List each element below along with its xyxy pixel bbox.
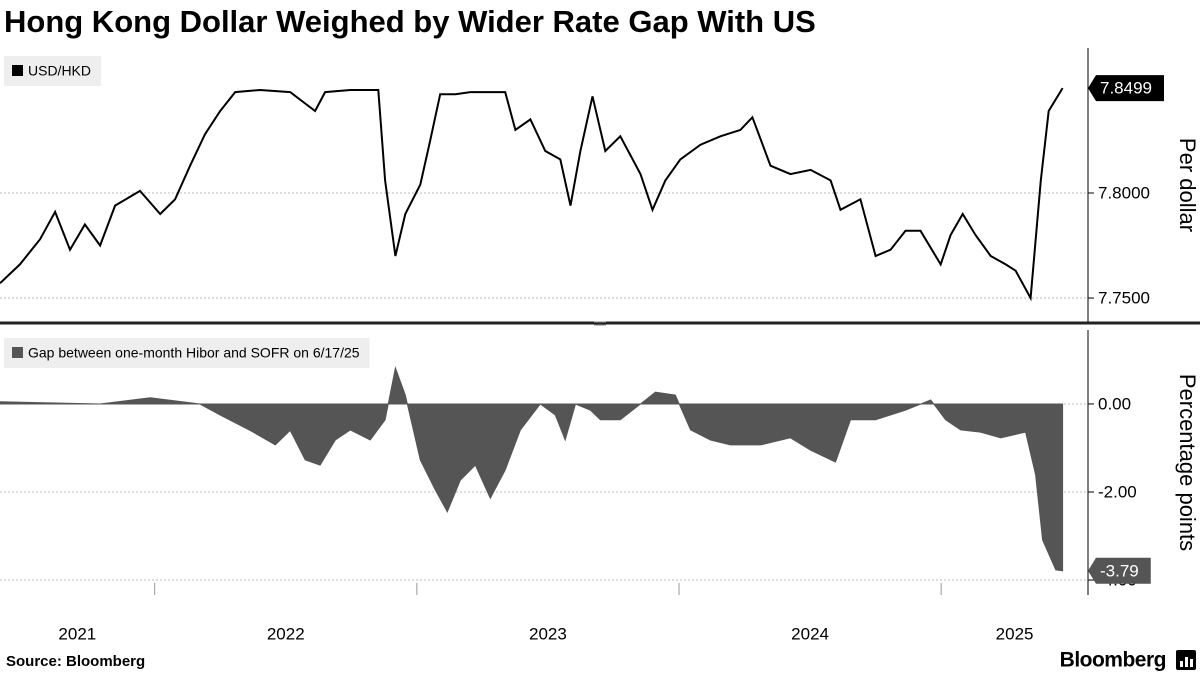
- y-tick-label: -2.00: [1098, 482, 1137, 501]
- y-axis-title: Percentage points: [1175, 374, 1200, 551]
- y-tick-label: 7.7500: [1098, 289, 1150, 308]
- x-tick-label: 2022: [267, 624, 305, 643]
- legend-label: Gap between one-month Hibor and SOFR on …: [28, 345, 360, 361]
- y-axis-title: Per dollar: [1175, 138, 1200, 232]
- x-tick-label: 2025: [996, 624, 1034, 643]
- logo-icon-bar: [1190, 659, 1193, 667]
- x-tick-label: 2024: [791, 624, 829, 643]
- last-value-box: [1088, 557, 1151, 584]
- source: Source: Bloomberg: [6, 653, 145, 670]
- last-value-tag: 7.8499: [1088, 75, 1164, 102]
- y-tick-label: 7.8000: [1098, 183, 1150, 202]
- chart-title: Hong Kong Dollar Weighed by Wider Rate G…: [4, 4, 816, 39]
- x-tick-label: 2021: [58, 624, 96, 643]
- logo: Bloomberg: [1060, 649, 1166, 672]
- last-value-label: 7.8499: [1100, 79, 1152, 98]
- legend: Gap between one-month Hibor and SOFR on …: [4, 338, 370, 368]
- last-value-box: [1088, 75, 1164, 102]
- legend-swatch: [12, 347, 23, 358]
- line: [0, 87, 1064, 302]
- last-value-label: -3.79: [1100, 561, 1139, 580]
- y-tick-label: 0.00: [1098, 394, 1131, 413]
- legend-swatch: [12, 65, 23, 76]
- x-tick-label: 2023: [529, 624, 567, 643]
- logo-icon-bar: [1185, 657, 1188, 667]
- legend-box: [4, 338, 370, 368]
- logo-icon-bar: [1180, 661, 1183, 667]
- area: [0, 366, 1064, 572]
- legend-label: USD/HKD: [28, 63, 91, 79]
- legend: USD/HKD: [4, 56, 102, 86]
- last-value-tag: -3.79: [1088, 557, 1151, 584]
